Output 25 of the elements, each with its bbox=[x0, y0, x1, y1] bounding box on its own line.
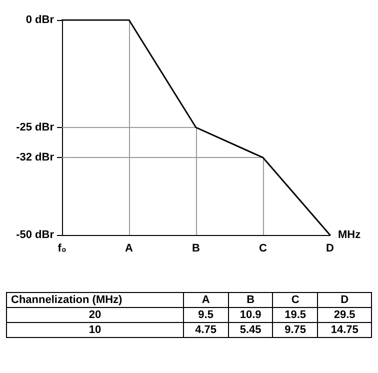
y-tick-label: -25 dBr bbox=[16, 122, 55, 134]
text: 19.5 bbox=[272, 308, 318, 322]
x-tick-label: D bbox=[326, 242, 334, 254]
y-tick-label: -32 dBr bbox=[16, 152, 55, 164]
text: 9.5 bbox=[183, 308, 228, 322]
text: 5.45 bbox=[228, 322, 273, 338]
text: 9.75 bbox=[272, 322, 318, 338]
x-tick-label: A bbox=[125, 242, 134, 254]
y-tick-label: 0 dBr bbox=[26, 14, 55, 26]
text: Channelization (MHz) bbox=[6, 292, 184, 308]
text: 29.5 bbox=[318, 308, 372, 322]
y-tick-label: -50 dBr bbox=[16, 229, 55, 241]
text: 10 bbox=[6, 322, 184, 338]
text: 4.75 bbox=[183, 322, 228, 338]
text: 20 bbox=[6, 308, 184, 322]
text: 14.75 bbox=[318, 322, 372, 338]
x-tick-label: f₀ bbox=[58, 242, 66, 254]
text: B bbox=[228, 292, 273, 308]
text: D bbox=[318, 292, 372, 308]
x-tick-label: C bbox=[259, 242, 268, 254]
text: C bbox=[272, 292, 318, 308]
text: 10.9 bbox=[228, 308, 273, 322]
text: A bbox=[183, 292, 228, 308]
x-tick-label: B bbox=[192, 242, 200, 254]
x-axis-title: MHz bbox=[338, 229, 362, 241]
